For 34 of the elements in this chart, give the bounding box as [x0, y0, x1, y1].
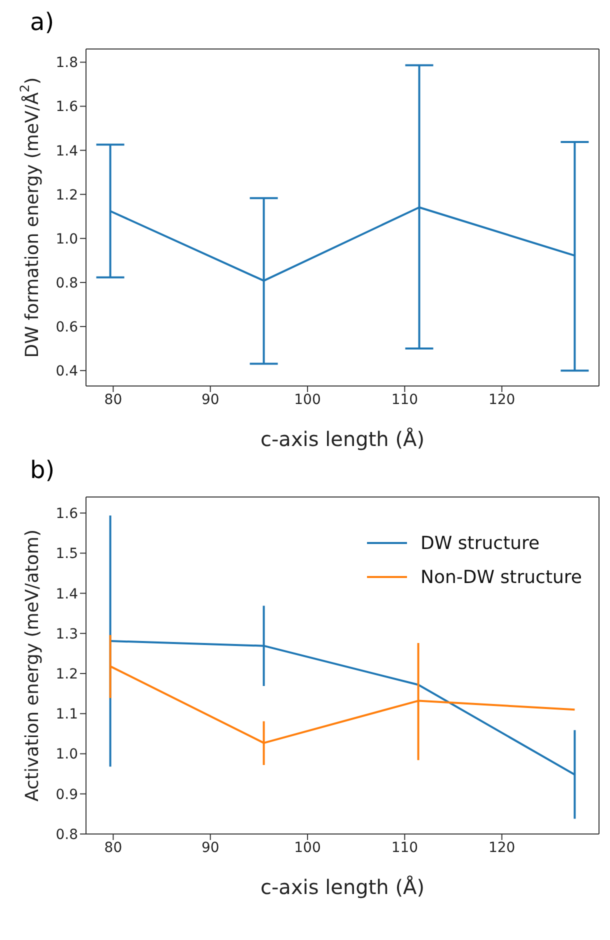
y-tick-label: 0.4 — [56, 364, 78, 380]
y-tick-label: 1.5 — [56, 546, 78, 562]
x-axis-title: c-axis length (Å) — [260, 427, 425, 451]
x-tick-label: 90 — [201, 392, 220, 408]
y-tick-label: 1.4 — [56, 586, 78, 602]
legend-label: Non-DW structure — [420, 566, 582, 588]
y-tick-label: 1.6 — [56, 506, 78, 522]
x-axis-title: c-axis length (Å) — [260, 875, 425, 899]
x-tick-label: 110 — [391, 392, 418, 408]
y-tick-label: 0.8 — [56, 826, 78, 843]
x-tick-label: 120 — [488, 392, 516, 408]
x-tick-label: 80 — [104, 392, 122, 408]
y-tick-label: 0.9 — [56, 786, 78, 803]
y-axis-title: Activation energy (meV/atom) — [22, 530, 42, 802]
y-tick-label: 1.6 — [56, 99, 78, 116]
x-tick-label: 100 — [294, 392, 321, 408]
legend-label: DW structure — [420, 532, 540, 554]
y-tick-label: 1.0 — [56, 746, 78, 763]
chart-title: a) — [30, 8, 56, 38]
y-tick-label: 1.3 — [56, 626, 78, 642]
x-tick-label: 120 — [488, 840, 516, 856]
chart-title: b) — [30, 456, 56, 486]
x-tick-label: 110 — [391, 840, 418, 856]
x-tick-label: 90 — [201, 840, 220, 856]
y-tick-label: 0.8 — [56, 275, 78, 292]
y-tick-label: 1.0 — [56, 231, 78, 248]
x-tick-label: 100 — [294, 840, 321, 856]
y-tick-label: 1.8 — [56, 55, 78, 72]
y-tick-label: 1.2 — [56, 666, 78, 682]
y-tick-label: 1.2 — [56, 187, 78, 204]
y-tick-label: 0.6 — [56, 320, 78, 336]
x-tick-label: 80 — [104, 840, 122, 856]
y-tick-label: 1.1 — [56, 706, 78, 723]
y-tick-label: 1.4 — [56, 143, 78, 160]
